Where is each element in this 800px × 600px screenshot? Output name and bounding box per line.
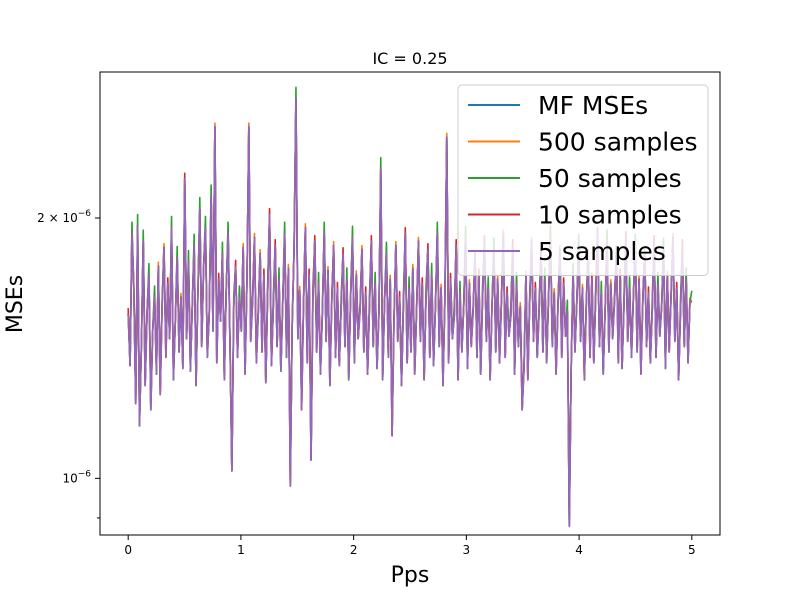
y-tick-label: 10−6 <box>62 469 91 485</box>
x-tick-label: 0 <box>124 543 132 557</box>
legend-label: MF MSEs <box>538 91 648 120</box>
legend-label: 500 samples <box>538 128 698 157</box>
legend: MF MSEs 500 samples 50 samples 10 samples 5 … <box>457 84 709 276</box>
x-tick-label: 4 <box>575 543 583 557</box>
y-axis: 10−6 2 × 10−6 <box>37 209 100 519</box>
x-axis-label: Pps <box>391 563 430 588</box>
legend-label: 50 samples <box>538 164 682 193</box>
x-axis: 0 1 2 3 4 5 <box>124 535 696 557</box>
plot-area-frame <box>99 71 721 536</box>
x-tick-label: 2 <box>350 543 358 557</box>
x-tick-label: 1 <box>237 543 245 557</box>
legend-box <box>457 84 709 276</box>
y-axis-label: MSEs <box>3 275 28 333</box>
legend-label: 10 samples <box>538 201 682 230</box>
chart-title: IC = 0.25 <box>372 49 447 68</box>
y-tick-label: 2 × 10−6 <box>37 209 91 225</box>
x-tick-label: 3 <box>463 543 471 557</box>
x-tick-label: 5 <box>688 543 696 557</box>
legend-label: 5 samples <box>538 237 666 266</box>
